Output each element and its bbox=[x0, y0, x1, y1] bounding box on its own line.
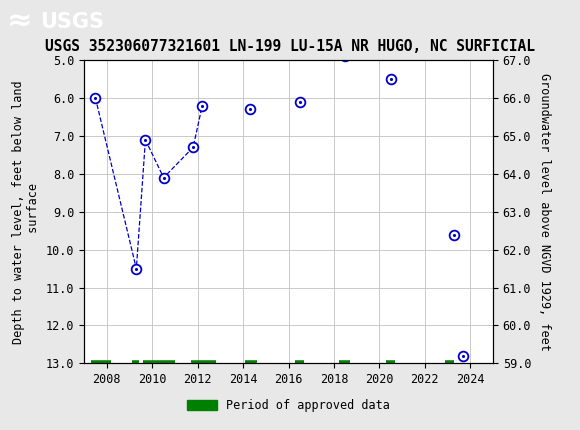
Text: ≈: ≈ bbox=[7, 7, 32, 36]
Text: USGS: USGS bbox=[41, 12, 104, 32]
Text: USGS 352306077321601 LN-199 LU-15A NR HUGO, NC SURFICIAL: USGS 352306077321601 LN-199 LU-15A NR HU… bbox=[45, 39, 535, 54]
Legend: Period of approved data: Period of approved data bbox=[183, 394, 394, 417]
Y-axis label: Groundwater level above NGVD 1929, feet: Groundwater level above NGVD 1929, feet bbox=[538, 73, 551, 351]
Y-axis label: Depth to water level, feet below land
 surface: Depth to water level, feet below land su… bbox=[12, 80, 41, 344]
